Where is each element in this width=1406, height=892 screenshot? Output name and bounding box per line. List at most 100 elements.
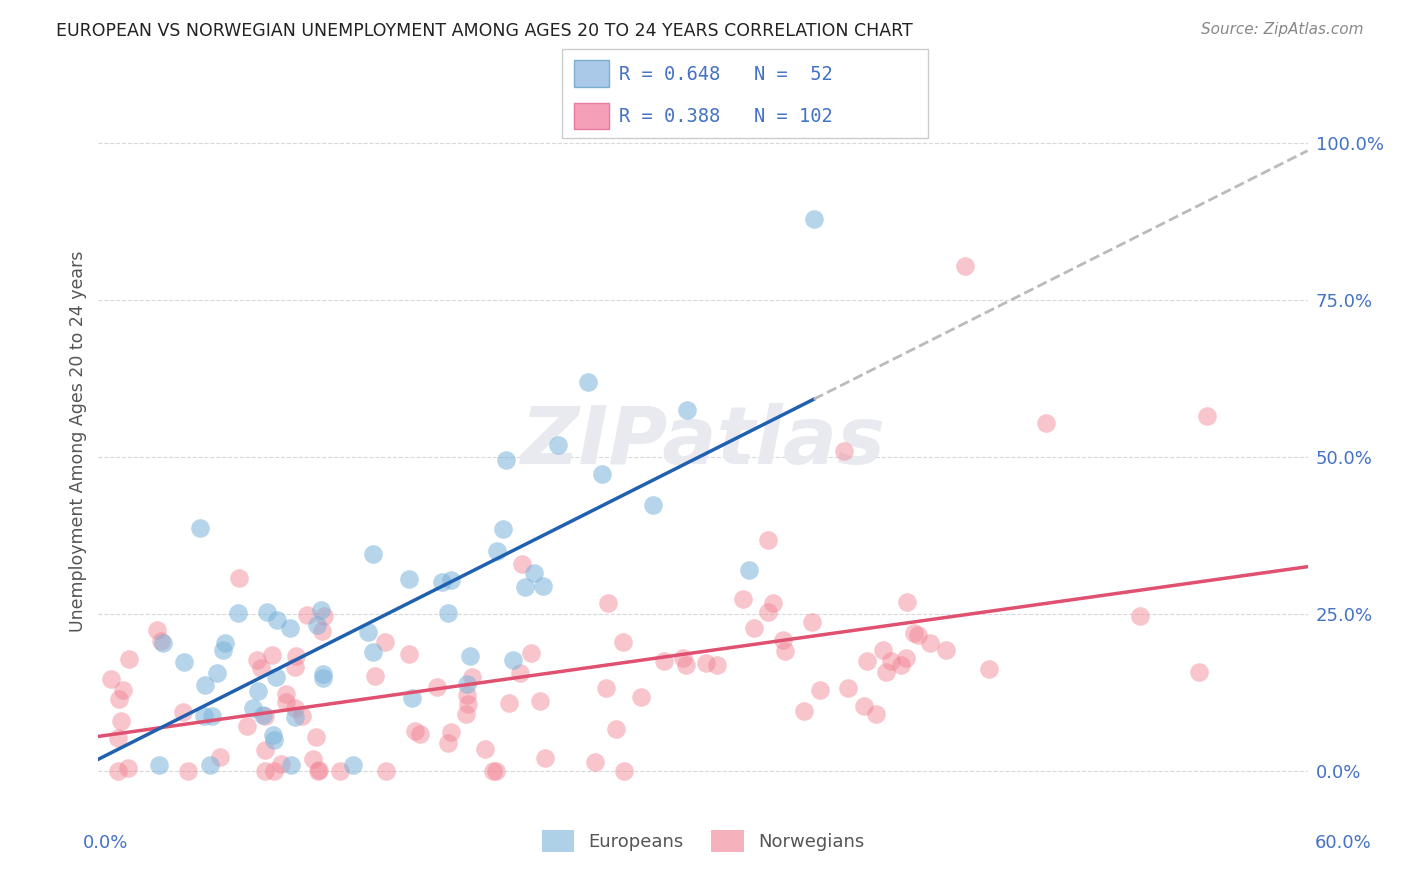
Point [495, 453, 517, 467]
Point [295, 607, 318, 622]
Point [284, 709, 307, 723]
Point [758, 605, 780, 619]
Point [742, 622, 765, 636]
Point [894, 650, 917, 665]
Point [172, 705, 194, 719]
Point [201, 709, 224, 723]
Point [907, 628, 929, 642]
Point [263, 732, 285, 747]
Point [498, 696, 520, 710]
Point [458, 648, 481, 663]
Point [107, 764, 129, 779]
Point [456, 688, 478, 702]
Point [837, 681, 859, 696]
Point [254, 742, 277, 756]
Point [342, 758, 364, 772]
Point [284, 701, 307, 715]
Point [262, 728, 284, 742]
Point [520, 646, 543, 660]
Point [263, 764, 285, 779]
Point [305, 618, 328, 632]
Point [374, 764, 396, 779]
Point [311, 624, 333, 639]
Point [361, 644, 384, 658]
Point [676, 403, 699, 417]
Point [872, 643, 894, 657]
Point [803, 211, 825, 226]
Point [100, 673, 122, 687]
Point [284, 648, 307, 663]
Point [576, 375, 599, 389]
Point [855, 654, 877, 668]
Point [405, 723, 427, 738]
Point [605, 723, 627, 737]
Point [398, 573, 420, 587]
Point [150, 634, 173, 648]
Point [533, 750, 555, 764]
Point [875, 665, 897, 680]
Point [228, 571, 250, 585]
Point [280, 758, 302, 772]
Point [264, 670, 287, 684]
Point [270, 757, 292, 772]
Point [278, 621, 301, 635]
Point [1035, 416, 1057, 430]
Point [374, 634, 396, 648]
Point [596, 596, 619, 610]
Point [457, 697, 479, 711]
Point [111, 683, 134, 698]
Point [193, 708, 215, 723]
Point [312, 671, 335, 685]
Point [793, 704, 815, 718]
Text: ZIPatlas: ZIPatlas [520, 402, 886, 481]
Point [772, 632, 794, 647]
Point [356, 624, 378, 639]
Point [675, 657, 697, 672]
Point [486, 544, 509, 558]
Point [284, 660, 307, 674]
Point [583, 755, 606, 769]
Point [242, 701, 264, 715]
Point [409, 727, 432, 741]
Point [591, 467, 613, 481]
Point [254, 764, 277, 779]
Point [118, 651, 141, 665]
Point [440, 573, 463, 587]
Point [920, 636, 942, 650]
Point [148, 758, 170, 772]
Point [249, 660, 271, 674]
Point [152, 636, 174, 650]
Point [773, 644, 796, 658]
Point [890, 658, 912, 673]
Point [758, 533, 780, 547]
Point [252, 708, 274, 723]
Point [643, 499, 665, 513]
Point [107, 731, 129, 745]
Point [529, 693, 551, 707]
Point [879, 654, 901, 668]
Point [262, 648, 284, 662]
Point [305, 730, 328, 744]
Point [513, 580, 536, 594]
Point [309, 603, 332, 617]
Point [456, 677, 478, 691]
Point [953, 259, 976, 273]
Point [214, 635, 236, 649]
Point [246, 653, 269, 667]
Text: EUROPEAN VS NORWEGIAN UNEMPLOYMENT AMONG AGES 20 TO 24 YEARS CORRELATION CHART: EUROPEAN VS NORWEGIAN UNEMPLOYMENT AMONG… [56, 22, 912, 40]
Text: R = 0.388   N = 102: R = 0.388 N = 102 [619, 107, 832, 127]
Point [800, 615, 823, 629]
Point [896, 595, 918, 609]
Point [312, 667, 335, 681]
Point [436, 736, 458, 750]
Point [595, 681, 617, 695]
Point [194, 678, 217, 692]
Point [205, 666, 228, 681]
Point [107, 692, 129, 706]
Point [308, 764, 330, 778]
Text: R = 0.648   N =  52: R = 0.648 N = 52 [619, 64, 832, 84]
Point [437, 606, 460, 620]
Legend: Europeans, Norwegians: Europeans, Norwegians [534, 822, 872, 859]
Point [301, 752, 323, 766]
Point [935, 642, 957, 657]
